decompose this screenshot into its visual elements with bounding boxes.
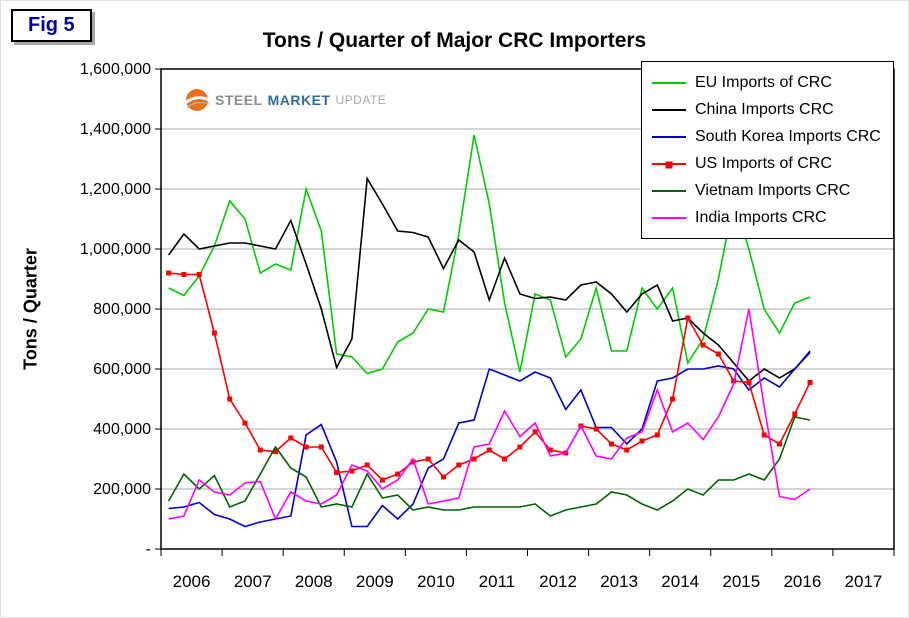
legend-label: Vietnam Imports CRC	[695, 181, 851, 199]
y-tick-label: 400,000	[93, 421, 151, 438]
x-tick-label: 2013	[600, 572, 638, 591]
legend-swatch	[652, 189, 686, 192]
chart-title: Tons / Quarter of Major CRC Importers	[262, 29, 647, 52]
legend-item: South Korea Imports CRC	[652, 123, 883, 150]
x-tick-label: 2011	[479, 572, 516, 591]
series-line-india-imports-crc	[168, 308, 811, 521]
series-line-vietnam-imports-crc	[167, 416, 811, 517]
x-tick-label: 2017	[845, 572, 883, 591]
legend-marker-square	[665, 161, 673, 168]
smu-logo-icon	[184, 89, 210, 111]
legend-item: China Imports CRC	[652, 96, 883, 123]
x-tick-label: 2008	[295, 572, 333, 591]
legend-label: China Imports CRC	[695, 100, 834, 118]
y-tick-label: 1,600,000	[80, 61, 151, 78]
legend-item: Vietnam Imports CRC	[652, 177, 883, 204]
figure-label: Fig 5	[11, 9, 92, 42]
legend-label: EU Imports of CRC	[695, 73, 832, 91]
series-line-china-imports-crc	[167, 175, 811, 383]
legend-swatch	[652, 216, 686, 219]
legend-label: India Imports CRC	[695, 208, 827, 226]
x-tick-label: 2016	[783, 572, 821, 591]
series-line-eu-imports-of-crc	[168, 134, 811, 375]
x-tick-label: 2007	[234, 572, 272, 591]
legend-item: India Imports CRC	[652, 204, 883, 231]
logo-text-steel: STEEL	[215, 92, 263, 108]
y-tick-label: -	[146, 541, 151, 558]
x-tick-label: 2010	[417, 572, 455, 591]
logo-text-market: MARKET	[267, 92, 331, 108]
y-tick-label: 1,400,000	[80, 121, 151, 138]
legend-label: US Imports of CRC	[695, 154, 832, 172]
legend-item: US Imports of CRC	[652, 150, 883, 177]
logo-text-update: UPDATE	[335, 93, 387, 107]
legend-label: South Korea Imports CRC	[695, 127, 881, 145]
y-tick-label: 1,000,000	[80, 241, 151, 258]
y-tick-label: 600,000	[93, 361, 151, 378]
legend-item: EU Imports of CRC	[652, 69, 883, 96]
y-tick-label: 1,200,000	[80, 181, 151, 198]
legend-swatch	[652, 135, 686, 138]
x-tick-label: 2009	[356, 572, 394, 591]
y-tick-label: 800,000	[93, 301, 151, 318]
x-tick-label: 2014	[661, 572, 699, 591]
legend-swatch	[652, 108, 686, 111]
series-line-south-korea-imports-crc	[168, 350, 811, 528]
y-axis-label: Tons / Quarter	[20, 248, 41, 370]
x-tick-label: 2012	[539, 572, 577, 591]
legend-swatch	[652, 81, 686, 84]
legend: EU Imports of CRC China Imports CRC South …	[641, 61, 894, 239]
smu-logo: STEEL MARKET UPDATE	[184, 87, 386, 113]
x-tick-label: 2006	[173, 572, 211, 591]
legend-swatch	[652, 161, 686, 168]
x-tick-label: 2015	[722, 572, 760, 591]
y-tick-label: 200,000	[93, 481, 151, 498]
